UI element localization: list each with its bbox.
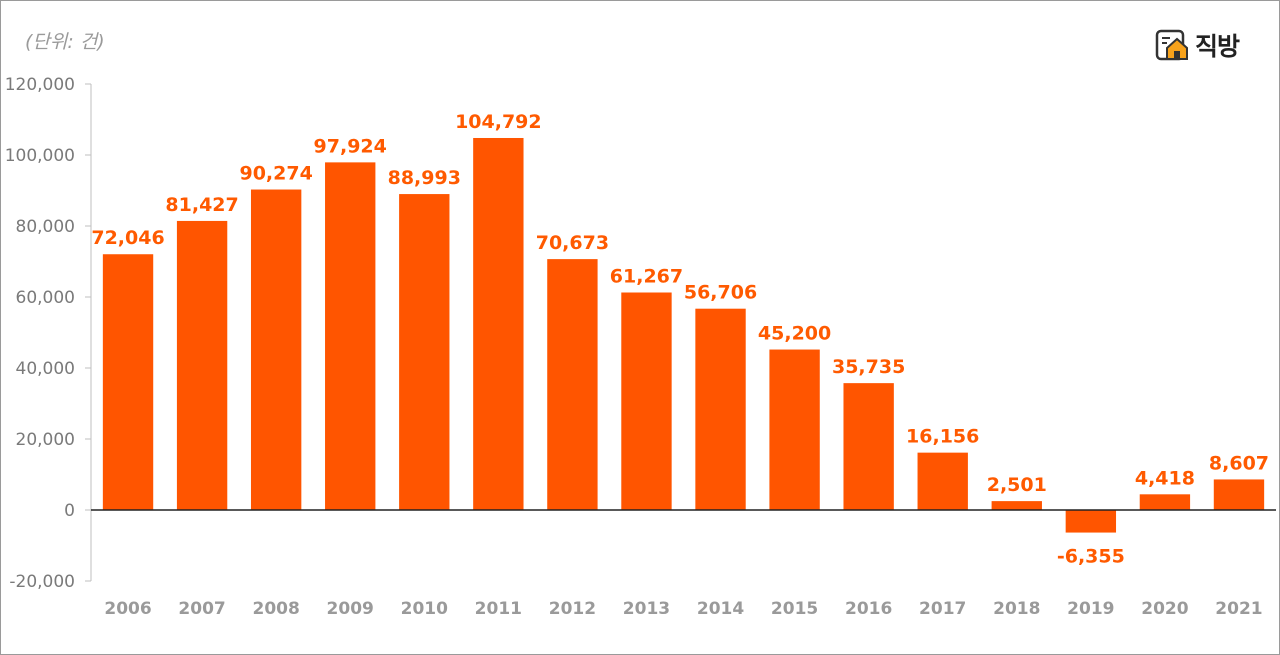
value-label-2018: 2,501 xyxy=(987,474,1047,496)
brand-name: 직방 xyxy=(1195,32,1240,61)
bar-2010 xyxy=(399,194,450,511)
y-tick-label: 20,000 xyxy=(16,430,75,450)
bar-2008 xyxy=(250,189,302,511)
bar-2021 xyxy=(1213,479,1265,510)
value-label-2019: -6,355 xyxy=(1057,546,1125,568)
y-tick-label: 40,000 xyxy=(16,359,75,379)
x-tick-label-2012: 2012 xyxy=(549,599,596,619)
bar-2016 xyxy=(843,383,894,510)
x-tick-label-2015: 2015 xyxy=(771,599,818,619)
value-label-2015: 45,200 xyxy=(758,323,831,345)
value-label-2007: 81,427 xyxy=(165,194,238,216)
value-label-2021: 8,607 xyxy=(1209,452,1269,474)
y-tick-label: 0 xyxy=(64,501,75,521)
value-label-2017: 16,156 xyxy=(906,426,979,448)
value-label-2006: 72,046 xyxy=(91,227,164,249)
x-tick-label-2019: 2019 xyxy=(1067,599,1114,619)
value-label-2008: 90,274 xyxy=(239,163,312,185)
value-label-2009: 97,924 xyxy=(314,135,387,157)
x-tick-label-2008: 2008 xyxy=(252,599,299,619)
x-tick-label-2010: 2010 xyxy=(401,599,448,619)
x-tick-label-2020: 2020 xyxy=(1141,599,1188,619)
brand-logo: 직방 xyxy=(1155,25,1240,65)
value-label-2010: 88,993 xyxy=(388,167,461,189)
bar-2007 xyxy=(176,220,228,510)
house-logo-icon xyxy=(1155,29,1188,61)
x-tick-label-2016: 2016 xyxy=(845,599,892,619)
x-tick-label-2009: 2009 xyxy=(327,599,374,619)
value-label-2016: 35,735 xyxy=(832,356,905,378)
y-tick-label: 100,000 xyxy=(5,146,75,166)
x-tick-label-2006: 2006 xyxy=(104,599,151,619)
x-tick-label-2013: 2013 xyxy=(623,599,670,619)
bar-2015 xyxy=(769,349,820,510)
y-tick-label: 80,000 xyxy=(16,217,75,237)
bar-2013 xyxy=(621,292,672,510)
value-label-2013: 61,267 xyxy=(610,266,683,288)
bar-2014 xyxy=(695,308,746,510)
bar-2009 xyxy=(325,162,376,510)
x-tick-label-2018: 2018 xyxy=(993,599,1040,619)
x-tick-label-2021: 2021 xyxy=(1215,599,1262,619)
x-tick-label-2017: 2017 xyxy=(919,599,966,619)
x-tick-label-2011: 2011 xyxy=(475,599,522,619)
x-tick-label-2007: 2007 xyxy=(178,599,225,619)
bar-2019 xyxy=(1065,510,1117,533)
bar-2006 xyxy=(102,254,154,510)
value-label-2012: 70,673 xyxy=(536,232,609,254)
bar-2018 xyxy=(991,501,1042,510)
unit-label: (단위: 건) xyxy=(25,31,105,53)
value-label-2014: 56,706 xyxy=(684,282,757,304)
bar-2017 xyxy=(917,452,968,510)
bar-2011 xyxy=(473,137,524,510)
y-tick-label: 60,000 xyxy=(16,288,75,308)
x-tick-label-2014: 2014 xyxy=(697,599,744,619)
bar-2020 xyxy=(1139,494,1191,510)
value-label-2011: 104,792 xyxy=(455,111,542,133)
bar-2012 xyxy=(547,259,598,510)
y-tick-label: 120,000 xyxy=(5,75,75,95)
y-tick-label: -20,000 xyxy=(9,572,75,592)
value-label-2020: 4,418 xyxy=(1135,467,1195,489)
